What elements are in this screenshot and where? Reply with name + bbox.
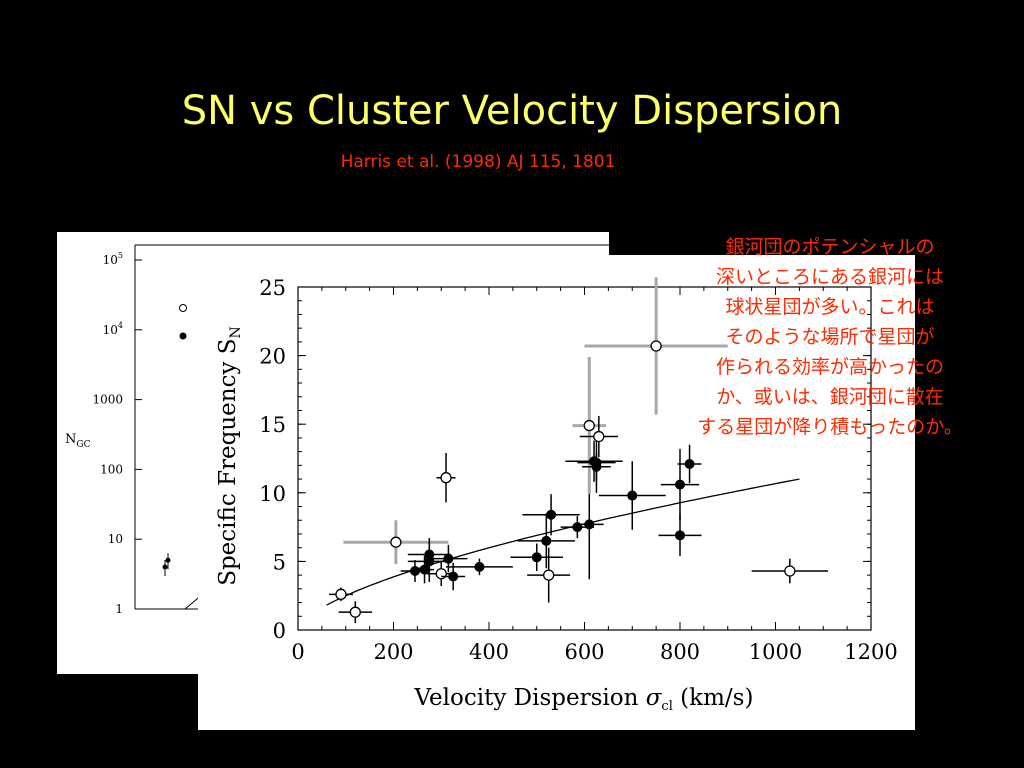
y-tick-label: 1000 <box>92 393 123 407</box>
note-line: 深いところにある銀河には <box>715 266 944 288</box>
x-tick-label: 600 <box>564 640 604 664</box>
x-tick-label: 400 <box>469 640 509 664</box>
x-tick-label: 200 <box>373 640 413 664</box>
note-line: する星団が降り積もったのか。 <box>697 416 963 438</box>
data-point-filled <box>684 458 695 469</box>
main-chart: 0 200 400 600 800 1000 1200 0 5 10 15 20 25 Velocity … <box>215 276 898 714</box>
fit-curve <box>326 478 800 606</box>
data-point-open <box>650 340 662 352</box>
data-point-filled <box>474 561 485 572</box>
slide-title: SN vs Cluster Velocity Dispersion <box>181 88 843 134</box>
main-chart-panel: 0 200 400 600 800 1000 1200 0 5 10 15 20 25 Velocity … <box>198 255 915 730</box>
x-tick-label: 800 <box>660 640 700 664</box>
y-axis-label-subscript: N <box>228 326 244 338</box>
data-point-filled <box>541 535 552 546</box>
note-line: 作られる効率が高かったの <box>715 356 944 378</box>
data-point-filled <box>627 490 638 501</box>
data-point-filled <box>572 522 583 533</box>
y-tick-label: 100 <box>100 462 123 476</box>
note-line: か、或いは、銀河団に散在 <box>716 386 944 408</box>
note-line: そのような場所で星団が <box>725 326 935 348</box>
annotation-note: 銀河団のポテンシャルの 深いところにある銀河には 球状星団が多い。これは そのような場… <box>660 232 1000 442</box>
data-point-open <box>583 419 595 432</box>
data-point-open <box>593 430 605 443</box>
data-point-filled <box>546 509 557 520</box>
data-point-open <box>543 569 555 581</box>
note-line: 球状星団が多い。これは <box>725 296 935 318</box>
y-tick-label: 1 <box>115 602 123 616</box>
data-point-filled <box>591 457 602 468</box>
data-point-open <box>440 472 452 484</box>
data-point-filled <box>419 564 430 575</box>
data-point-open <box>435 568 447 580</box>
data-point-filled <box>409 566 420 577</box>
data-point-filled <box>675 530 685 541</box>
x-axis-label-symbol: σ <box>646 685 663 711</box>
y-axis-label-subscript: GC <box>76 440 90 450</box>
y-tick-label: 25 <box>259 276 286 300</box>
legend-marker-open <box>179 304 187 312</box>
note-line: 銀河団のポテンシャルの <box>725 236 935 258</box>
y-tick-label: 105 <box>103 251 123 267</box>
y-tick-exponent: 4 <box>118 321 123 330</box>
x-tick-label: 0 <box>291 640 304 664</box>
y-tick-label: 10 <box>108 532 123 546</box>
data-point <box>162 564 168 570</box>
y-tick-label: 104 <box>103 321 123 337</box>
data-point-open <box>349 606 361 618</box>
x-axis-label-subscript: cl <box>661 699 672 714</box>
x-tick-label: 1000 <box>749 640 802 664</box>
y-tick-label: 15 <box>259 413 286 437</box>
x-axis-label: Velocity Dispersion σcl (km/s) <box>414 685 754 714</box>
data-point-open <box>335 588 347 600</box>
y-tick-label: 0 <box>273 619 286 643</box>
citation: Harris et al. (1998) AJ 115, 1801 <box>340 152 616 172</box>
data-point <box>165 557 171 563</box>
y-axis-label: NGC <box>65 432 91 450</box>
y-tick-label: 5 <box>273 550 286 574</box>
data-point-open <box>784 565 796 577</box>
x-axis-label-unit: (km/s) <box>673 685 754 711</box>
x-tick-label: 1200 <box>844 640 897 664</box>
y-axis-label: Specific Frequency SN <box>215 326 244 586</box>
data-point-filled <box>584 519 595 530</box>
data-point-filled <box>424 549 435 560</box>
legend-marker-filled <box>179 332 187 340</box>
data-point-filled <box>531 552 542 563</box>
data-point-filled <box>443 553 454 564</box>
y-tick-exponent: 5 <box>118 251 123 260</box>
data-point-filled <box>448 571 459 582</box>
data-point-filled <box>675 479 685 490</box>
y-tick-label: 20 <box>259 345 286 369</box>
y-tick-label: 10 <box>259 482 286 506</box>
data-point-open <box>390 536 402 548</box>
